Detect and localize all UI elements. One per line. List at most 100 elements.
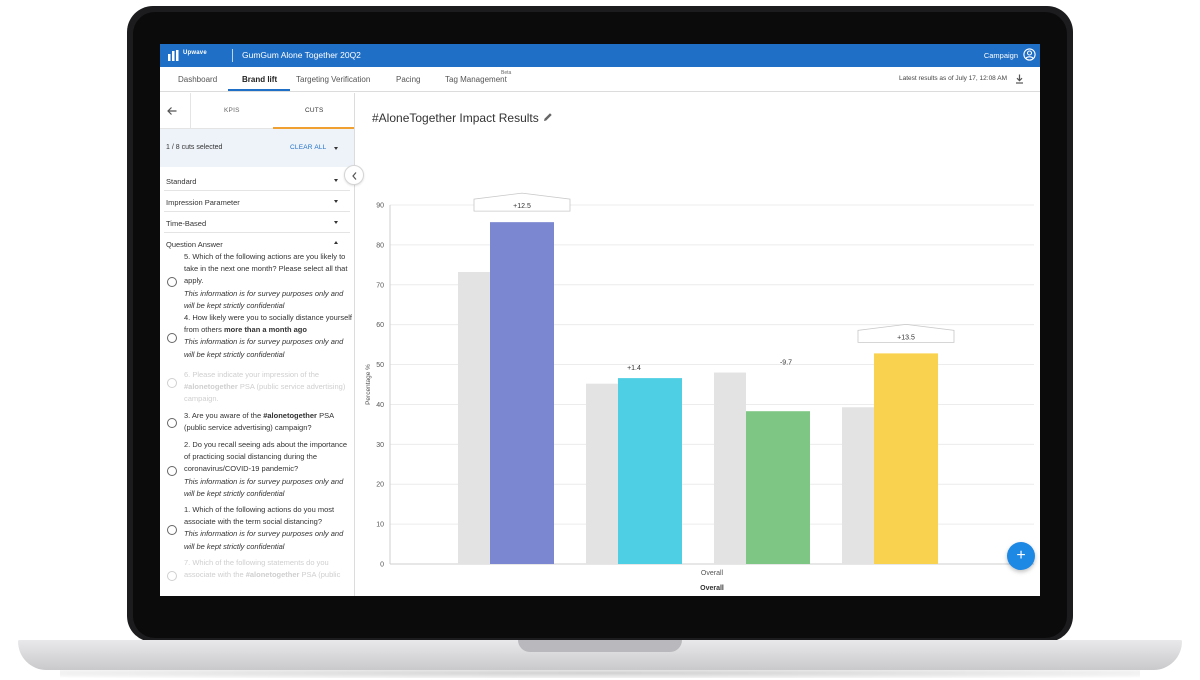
page-title: #AloneTogether Impact Results: [372, 111, 539, 125]
question-label: 5. Which of the following actions are yo…: [184, 252, 348, 286]
y-tick-label: 20: [376, 482, 384, 489]
question-label-bold: #alonetogether: [245, 570, 300, 580]
beta-badge: Beta: [501, 70, 512, 76]
y-tick-label: 10: [376, 522, 384, 529]
brand-name: Upwave: [183, 50, 207, 56]
radio-button[interactable]: [167, 418, 177, 428]
control-bar: [458, 272, 490, 564]
y-tick-label: 30: [376, 442, 384, 449]
exposed-bar: [874, 353, 938, 564]
main-panel: #AloneTogether Impact Results 0 10 20 30 40 5…: [356, 93, 1040, 596]
campaign-title: GumGum Alone Together 20Q2: [242, 50, 361, 60]
section-standard[interactable]: Standard: [164, 171, 350, 191]
chevron-down-icon: [334, 179, 338, 182]
tab-pacing[interactable]: Pacing: [396, 75, 421, 84]
back-arrow-icon[interactable]: [166, 105, 178, 117]
lift-label: +12.5: [513, 203, 531, 210]
tab-targeting-verification[interactable]: Targeting Verification: [296, 75, 371, 84]
significance-marker: [857, 323, 955, 343]
lift-label: +1.4: [627, 365, 641, 372]
question-label-bold: #alonetogether: [263, 411, 317, 420]
question-text: 2. Do you recall seeing ads about the im…: [184, 439, 354, 500]
control-bar: [842, 407, 874, 564]
tab-cuts[interactable]: CUTS: [305, 107, 324, 114]
section-label: Time-Based: [166, 219, 207, 228]
y-axis-label: Percentage %: [365, 364, 372, 405]
x-tick-label: Overall: [701, 570, 724, 577]
radio-button[interactable]: [167, 525, 177, 535]
question-text: 4. How likely were you to socially dista…: [184, 312, 354, 361]
section-impression-parameter[interactable]: Impression Parameter: [164, 192, 350, 212]
radio-button: [167, 378, 177, 388]
exposed-bar: [618, 378, 682, 564]
y-tick-label: 0: [380, 562, 384, 569]
section-label: Impression Parameter: [166, 198, 240, 207]
question-label-bold: #alonetogether: [184, 382, 238, 392]
top-bar: Upwave GumGum Alone Together 20Q2 Campai…: [160, 44, 1040, 67]
sidebar-tabs: KPIS CUTS: [160, 93, 354, 129]
radio-button[interactable]: [167, 277, 177, 287]
lift-label: +13.5: [897, 334, 915, 341]
edit-pencil-icon[interactable]: [543, 112, 553, 122]
question-text: 1. Which of the following actions do you…: [184, 504, 354, 553]
x-axis-label: Overall: [700, 585, 724, 592]
question-text: 3. Are you aware of the #alonetogether P…: [184, 410, 354, 434]
tab-tag-management[interactable]: Tag Management: [445, 75, 507, 84]
question-text: 6. Please indicate your impression of th…: [184, 369, 354, 406]
sidebar-tab-divider: [190, 93, 191, 129]
cuts-sidebar: KPIS CUTS 1 / 8 cuts selected CLEAR ALL …: [160, 93, 355, 596]
question-option-disabled: 7. Which of the following statements do …: [164, 557, 354, 587]
control-bar: [586, 383, 618, 564]
section-label: Question Answer: [166, 240, 223, 249]
y-tick-label: 50: [376, 362, 384, 369]
section-question-answer[interactable]: Question Answer: [164, 234, 350, 254]
tab-kpis[interactable]: KPIS: [224, 107, 240, 114]
y-tick-label: 60: [376, 322, 384, 329]
user-account-icon[interactable]: [1023, 48, 1036, 61]
add-fab-button[interactable]: +: [1007, 542, 1035, 570]
question-option[interactable]: 2. Do you recall seeing ads about the im…: [164, 439, 354, 501]
question-option-disabled: 6. Please indicate your impression of th…: [164, 369, 354, 407]
question-option[interactable]: 3. Are you aware of the #alonetogether P…: [164, 410, 354, 436]
chevron-left-icon: [352, 172, 357, 180]
chevron-up-icon: [334, 241, 338, 244]
significance-marker: [473, 192, 571, 212]
question-label: PSA (public service advertising) campaig…: [184, 411, 334, 433]
lift-label: -9.7: [780, 360, 792, 367]
upwave-logo-icon: [168, 50, 179, 61]
question-label: 3. Are you aware of the: [184, 411, 264, 420]
collapse-sidebar-button[interactable]: [344, 165, 364, 185]
question-text: 7. Which of the following statements do …: [184, 557, 354, 581]
y-tick-label: 70: [376, 282, 384, 289]
campaign-menu[interactable]: Campaign: [983, 51, 1018, 60]
question-option[interactable]: 5. Which of the following actions are yo…: [164, 251, 354, 313]
question-note: This information is for survey purposes …: [184, 529, 344, 551]
question-label: 7. Which of the following statements do …: [184, 558, 329, 580]
question-label: 6. Please indicate your impression of th…: [184, 370, 320, 379]
impact-results-chart: 0 10 20 30 40 50 60 70 80 90 Percentage % +12.5 +1.4…: [365, 192, 1034, 592]
section-time-based[interactable]: Time-Based: [164, 213, 350, 233]
control-bar: [714, 372, 746, 564]
download-icon[interactable]: [1015, 74, 1024, 84]
laptop-shadow: [60, 668, 1140, 678]
latest-results-timestamp: Latest results as of July 17, 12:08 AM: [898, 75, 1007, 82]
y-tick-label: 40: [376, 402, 384, 409]
cuts-summary-bar: 1 / 8 cuts selected CLEAR ALL: [160, 129, 354, 167]
tab-dashboard[interactable]: Dashboard: [178, 75, 218, 84]
question-note: This information is for survey purposes …: [184, 288, 344, 310]
question-note: This information is for survey purposes …: [184, 476, 344, 498]
question-label-bold: more than a month ago: [224, 325, 307, 335]
radio-button[interactable]: [167, 333, 177, 343]
question-label: 4. How likely were you to socially dista…: [184, 313, 352, 335]
chevron-down-icon: [334, 200, 338, 203]
radio-button[interactable]: [167, 466, 177, 476]
tab-brand-lift[interactable]: Brand lift: [242, 75, 278, 84]
question-option[interactable]: 4. How likely were you to socially dista…: [164, 312, 354, 362]
radio-button: [167, 571, 177, 581]
clear-all-button[interactable]: CLEAR ALL: [290, 144, 327, 151]
question-option[interactable]: 1. Which of the following actions do you…: [164, 504, 354, 554]
app-screen: Upwave GumGum Alone Together 20Q2 Campai…: [160, 44, 1040, 596]
chevron-down-icon[interactable]: [334, 147, 338, 150]
question-label: 1. Which of the following actions do you…: [184, 505, 335, 527]
question-text: 5. Which of the following actions are yo…: [184, 251, 354, 312]
